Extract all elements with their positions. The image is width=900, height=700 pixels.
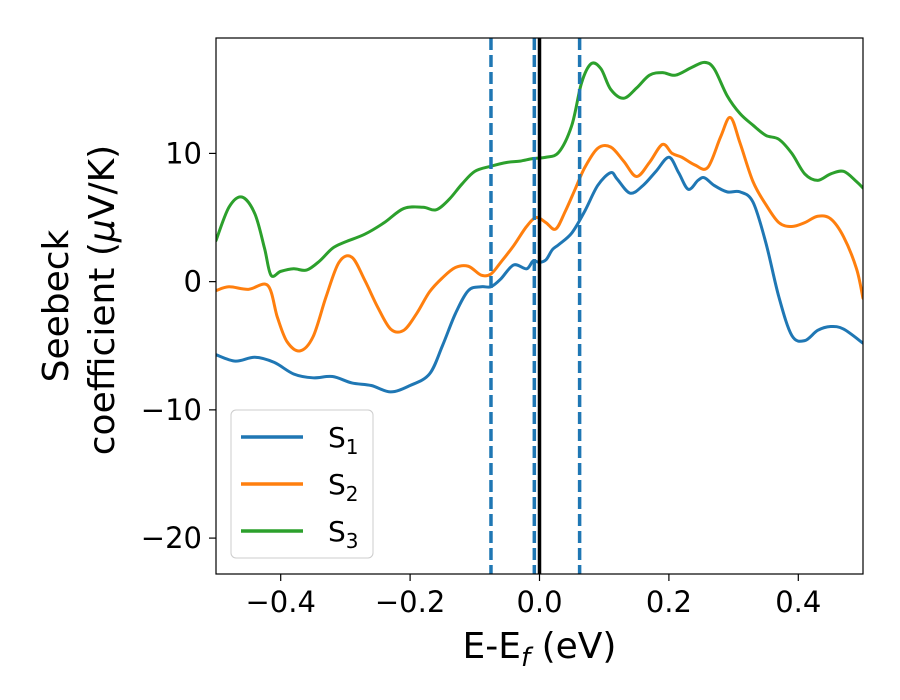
y-axis-title-line2: coefficient (μV/K) [82,145,123,455]
series-lines [216,60,863,394]
x-tick-label: 0.0 [516,585,562,619]
legend-label-s2: S2 [328,468,359,506]
y-axis-title-line1: Seebeck [36,229,77,382]
x-axis-title-unit: (eV) [530,626,616,667]
legend-label-s1: S1 [328,421,359,459]
x-tick-label: 0.4 [775,585,821,619]
y-axis-title-line2-a: coefficient ( [82,242,123,455]
legend-label-s3: S3 [328,515,359,553]
x-axis-title: E-Ef (eV) [463,626,617,673]
x-axis-ticks: −0.4 −0.2 0.0 0.2 0.4 [245,574,821,619]
y-tick-label: 10 [165,136,202,170]
y-axis-ticks: −20 −10 0 10 [141,136,216,555]
x-tick-label: −0.2 [375,585,445,619]
y-axis-title: Seebeck coefficient (μV/K) [36,145,123,455]
x-tick-label: 0.2 [646,585,692,619]
y-axis-title-mu: μ [82,219,123,243]
y-tick-label: −20 [141,521,202,555]
y-tick-label: −10 [141,393,202,427]
series-line-s1 [216,155,863,394]
vertical-marker-lines [489,38,582,574]
x-axis-title-main: E-E [463,626,521,667]
series-line-s2 [216,116,863,353]
y-tick-label: 0 [184,265,202,299]
y-axis-title-line2-b: V/K) [82,145,123,219]
series-line-s3 [216,60,863,278]
legend: S1 S2 S3 [230,409,374,559]
x-tick-label: −0.4 [245,585,315,619]
